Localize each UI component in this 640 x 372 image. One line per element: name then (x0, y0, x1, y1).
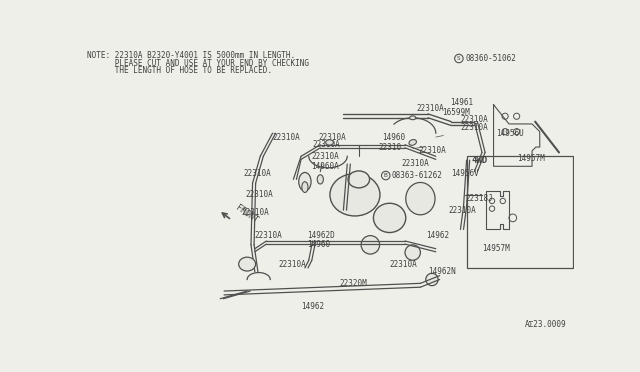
Ellipse shape (330, 174, 380, 216)
Ellipse shape (426, 273, 438, 286)
Text: 22310A: 22310A (246, 190, 273, 199)
Text: 14960A: 14960A (311, 162, 339, 171)
Text: 22310A: 22310A (278, 260, 306, 269)
Text: NOTE: 22310A B2320-Y4001 IS 5000mm IN LENGTH.: NOTE: 22310A B2320-Y4001 IS 5000mm IN LE… (87, 51, 295, 60)
Text: 14962D: 14962D (307, 231, 335, 240)
Text: 22310A: 22310A (419, 147, 447, 155)
Text: 14956V: 14956V (451, 170, 479, 179)
Text: 14962N: 14962N (428, 267, 456, 276)
Ellipse shape (302, 182, 308, 192)
Text: S: S (457, 56, 461, 61)
Text: AΣ23.0009: AΣ23.0009 (525, 320, 566, 329)
Ellipse shape (373, 203, 406, 232)
Ellipse shape (299, 173, 311, 191)
Text: 14962: 14962 (301, 302, 324, 311)
Text: 22310A: 22310A (273, 132, 300, 141)
Text: 14957M: 14957M (516, 154, 545, 163)
Ellipse shape (406, 183, 435, 215)
Text: THE LENGTH OF HOSE TO BE REPLACED.: THE LENGTH OF HOSE TO BE REPLACED. (87, 66, 272, 75)
Text: 14961: 14961 (450, 98, 473, 107)
Text: 22310A: 22310A (243, 170, 271, 179)
Text: 22318J: 22318J (465, 194, 493, 203)
Text: 22310A: 22310A (460, 115, 488, 124)
Ellipse shape (239, 257, 255, 271)
Text: FRONT: FRONT (234, 203, 260, 225)
Text: 14962: 14962 (427, 231, 450, 240)
Text: 14956U: 14956U (496, 129, 524, 138)
Ellipse shape (348, 171, 369, 188)
Ellipse shape (326, 140, 333, 145)
Text: 22310A: 22310A (448, 206, 476, 215)
Text: 14957M: 14957M (482, 244, 509, 253)
Text: 4WD: 4WD (471, 155, 487, 165)
Text: 22310A: 22310A (460, 123, 488, 132)
Text: 22310A: 22310A (390, 260, 417, 269)
Text: 22310A: 22310A (255, 231, 283, 240)
Ellipse shape (410, 116, 416, 120)
Text: 08360-51062: 08360-51062 (465, 54, 516, 63)
Text: 14960: 14960 (307, 240, 330, 249)
Text: 22310A: 22310A (312, 140, 340, 149)
Ellipse shape (409, 140, 417, 145)
Ellipse shape (317, 175, 323, 184)
Text: 22310A: 22310A (318, 132, 346, 141)
Text: 14960: 14960 (382, 132, 405, 141)
Text: 16599M: 16599M (442, 108, 470, 117)
Circle shape (405, 245, 420, 260)
Text: 22310A: 22310A (311, 152, 339, 161)
Bar (467, 156, 573, 268)
Text: 22310A: 22310A (241, 208, 269, 217)
Text: 22310A: 22310A (417, 104, 444, 113)
Text: PLEASE CUT AND USE AT YOUR END BY CHECKING: PLEASE CUT AND USE AT YOUR END BY CHECKI… (87, 58, 309, 67)
Circle shape (361, 235, 380, 254)
Text: B: B (384, 173, 388, 178)
Text: 22320M: 22320M (340, 279, 367, 288)
Text: 22310: 22310 (378, 142, 401, 151)
Text: 08363-61262: 08363-61262 (392, 171, 443, 180)
Text: 22310A: 22310A (401, 160, 429, 169)
